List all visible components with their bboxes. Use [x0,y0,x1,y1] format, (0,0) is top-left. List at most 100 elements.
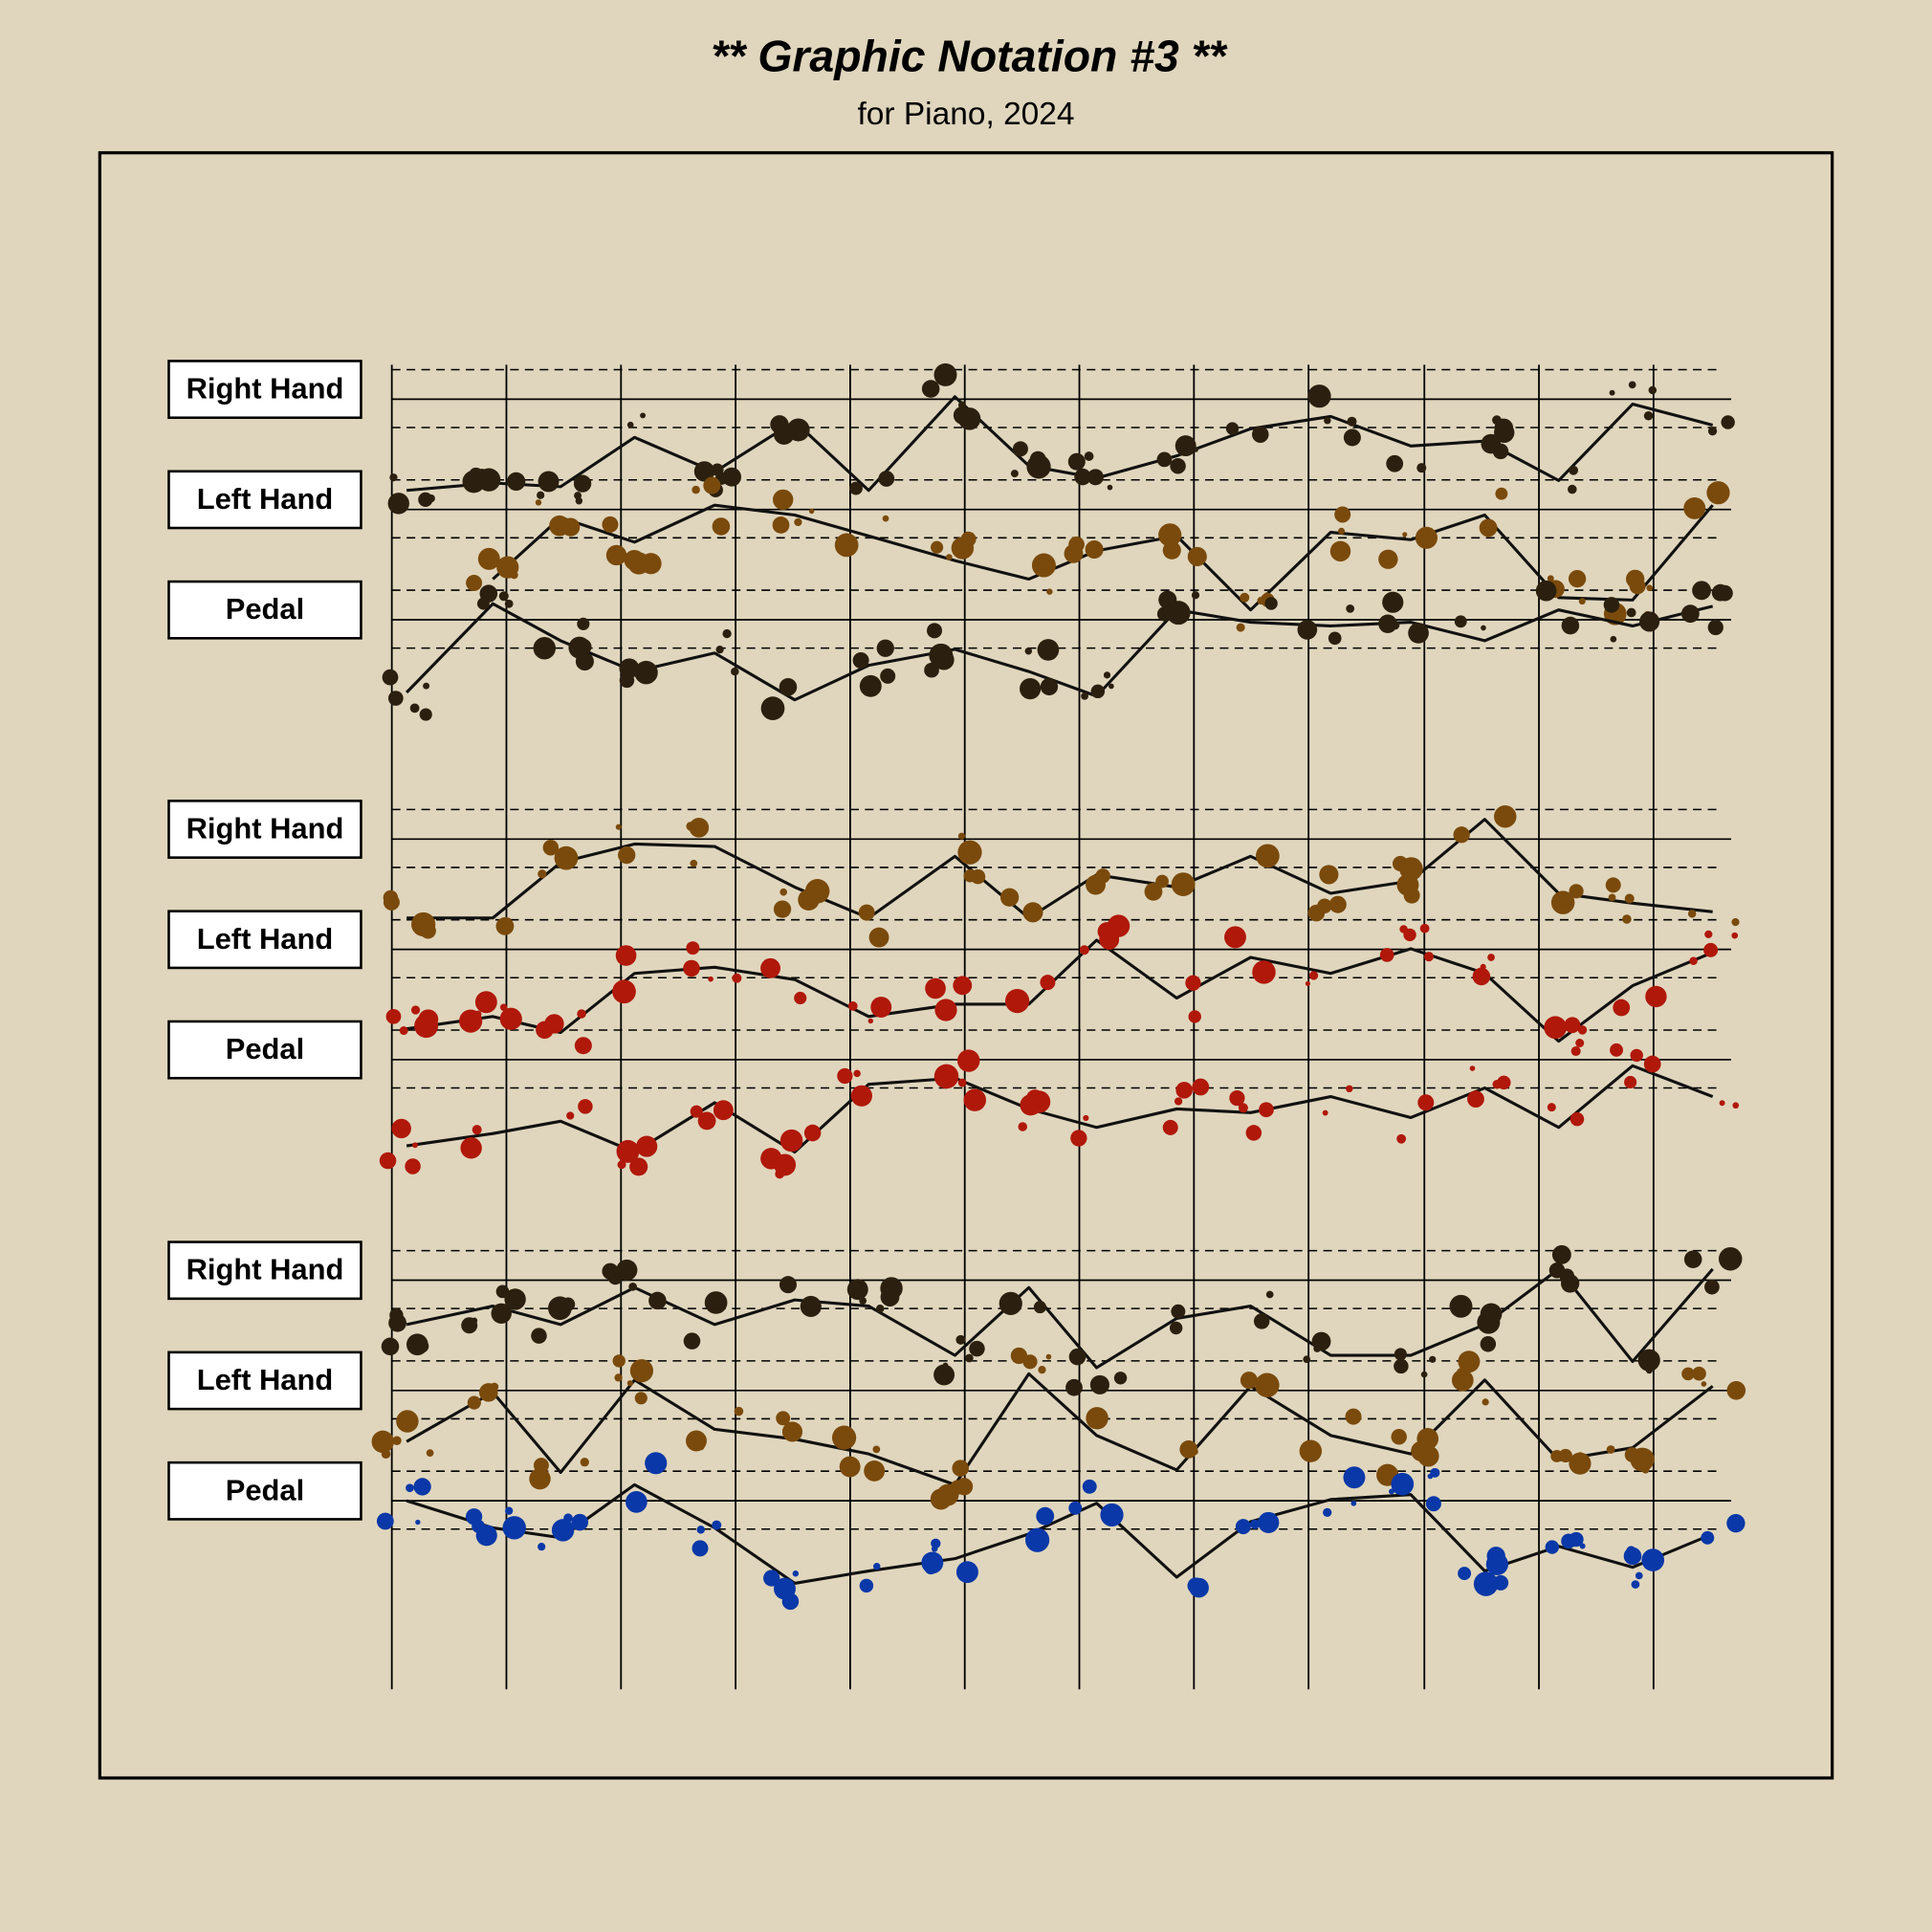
note-dot [629,1359,654,1383]
note-dot [1346,604,1355,613]
note-dot [1458,1567,1472,1581]
note-dot [1570,1111,1585,1127]
note-dot [834,533,859,558]
staff-label: Left Hand [197,1363,334,1396]
note-dot [781,1592,800,1611]
note-dot [870,997,892,1018]
note-dot [399,1025,408,1036]
note-dot [868,927,889,948]
note-dot [636,1135,658,1157]
note-dot [1099,929,1120,950]
note-dot [946,554,953,560]
note-dot [577,1009,586,1019]
note-dot [1018,1122,1028,1131]
note-dot [696,1526,706,1534]
note-dot [474,1010,482,1018]
note-dot [1545,1540,1560,1554]
frame [98,151,1834,1780]
note-dot [1067,452,1086,471]
melodic-contour [406,818,1713,920]
note-dot [734,1406,744,1416]
note-dot [1477,1310,1501,1334]
note-dot [882,515,889,522]
staff-label: Right Hand [187,372,344,406]
note-dot [1692,1366,1706,1381]
note-dot [1480,963,1486,970]
note-dot [850,1085,872,1107]
note-dot [690,1105,703,1118]
note-dot [414,1014,439,1039]
staff-label-box [167,1460,362,1521]
note-dot [1613,999,1631,1017]
note-dot [933,1364,955,1386]
note-dot [472,1519,486,1533]
note-dot [1068,1348,1087,1366]
note-dot [1701,1530,1715,1545]
note-dot [1641,1548,1665,1571]
note-dot [505,1506,514,1515]
note-dot [1250,1519,1261,1529]
note-dot [930,1488,952,1510]
note-dot [1259,1102,1274,1118]
note-dot [1337,527,1346,535]
note-dot [616,950,626,960]
note-dot [1706,481,1730,505]
note-dot [602,1262,619,1280]
note-dot [1494,418,1514,438]
note-dot [1382,591,1404,613]
note-dot [536,1021,554,1040]
note-dot [566,1111,575,1120]
note-dot [933,1064,959,1089]
note-dot [853,1069,861,1078]
note-dot [1719,1100,1725,1107]
note-dot [712,517,731,536]
note-dot [1396,1133,1407,1144]
note-dot [1732,1102,1740,1109]
note-dot [1391,1472,1415,1496]
note-dot [712,1520,722,1530]
note-dot [1179,1439,1198,1459]
note-dot [1324,416,1331,425]
note-dot [1704,1279,1720,1295]
note-dot [1731,932,1739,939]
note-dot [875,1305,885,1313]
note-dot [1487,954,1495,961]
note-dot [1610,635,1617,643]
note-dot [1109,683,1114,690]
note-dot [551,1519,575,1542]
note-dot [1681,1367,1695,1381]
note-dot [1624,893,1635,904]
note-dot [963,868,977,883]
note-dot [1472,967,1491,986]
note-dot [1046,588,1053,595]
note-dot [921,380,940,398]
note-dot [472,1125,482,1135]
note-dot [411,911,436,937]
note-dot [1100,1503,1124,1527]
note-dot [1423,952,1435,962]
note-dot [504,599,514,608]
note-dot [876,639,894,657]
note-dot [950,1480,965,1495]
note-dot [1345,1476,1352,1482]
note-dot [775,1169,785,1179]
note-dot [1258,1511,1280,1533]
note-dot [571,1513,589,1531]
note-dot [533,1458,549,1474]
note-dot [1494,805,1517,828]
note-dot [708,976,714,982]
note-dot [580,1458,589,1467]
note-dot [1038,1366,1046,1374]
note-dot [794,517,802,527]
note-dot [1394,1358,1409,1374]
note-dot [612,1354,626,1368]
note-dot [1297,620,1318,640]
note-dot [1481,625,1486,631]
note-dot [963,1088,986,1111]
note-dot [931,540,944,554]
note-dot [686,822,695,831]
note-dot [1624,1075,1637,1089]
note-dot [535,499,542,506]
note-dot [1161,523,1181,542]
note-dot [1625,569,1645,589]
